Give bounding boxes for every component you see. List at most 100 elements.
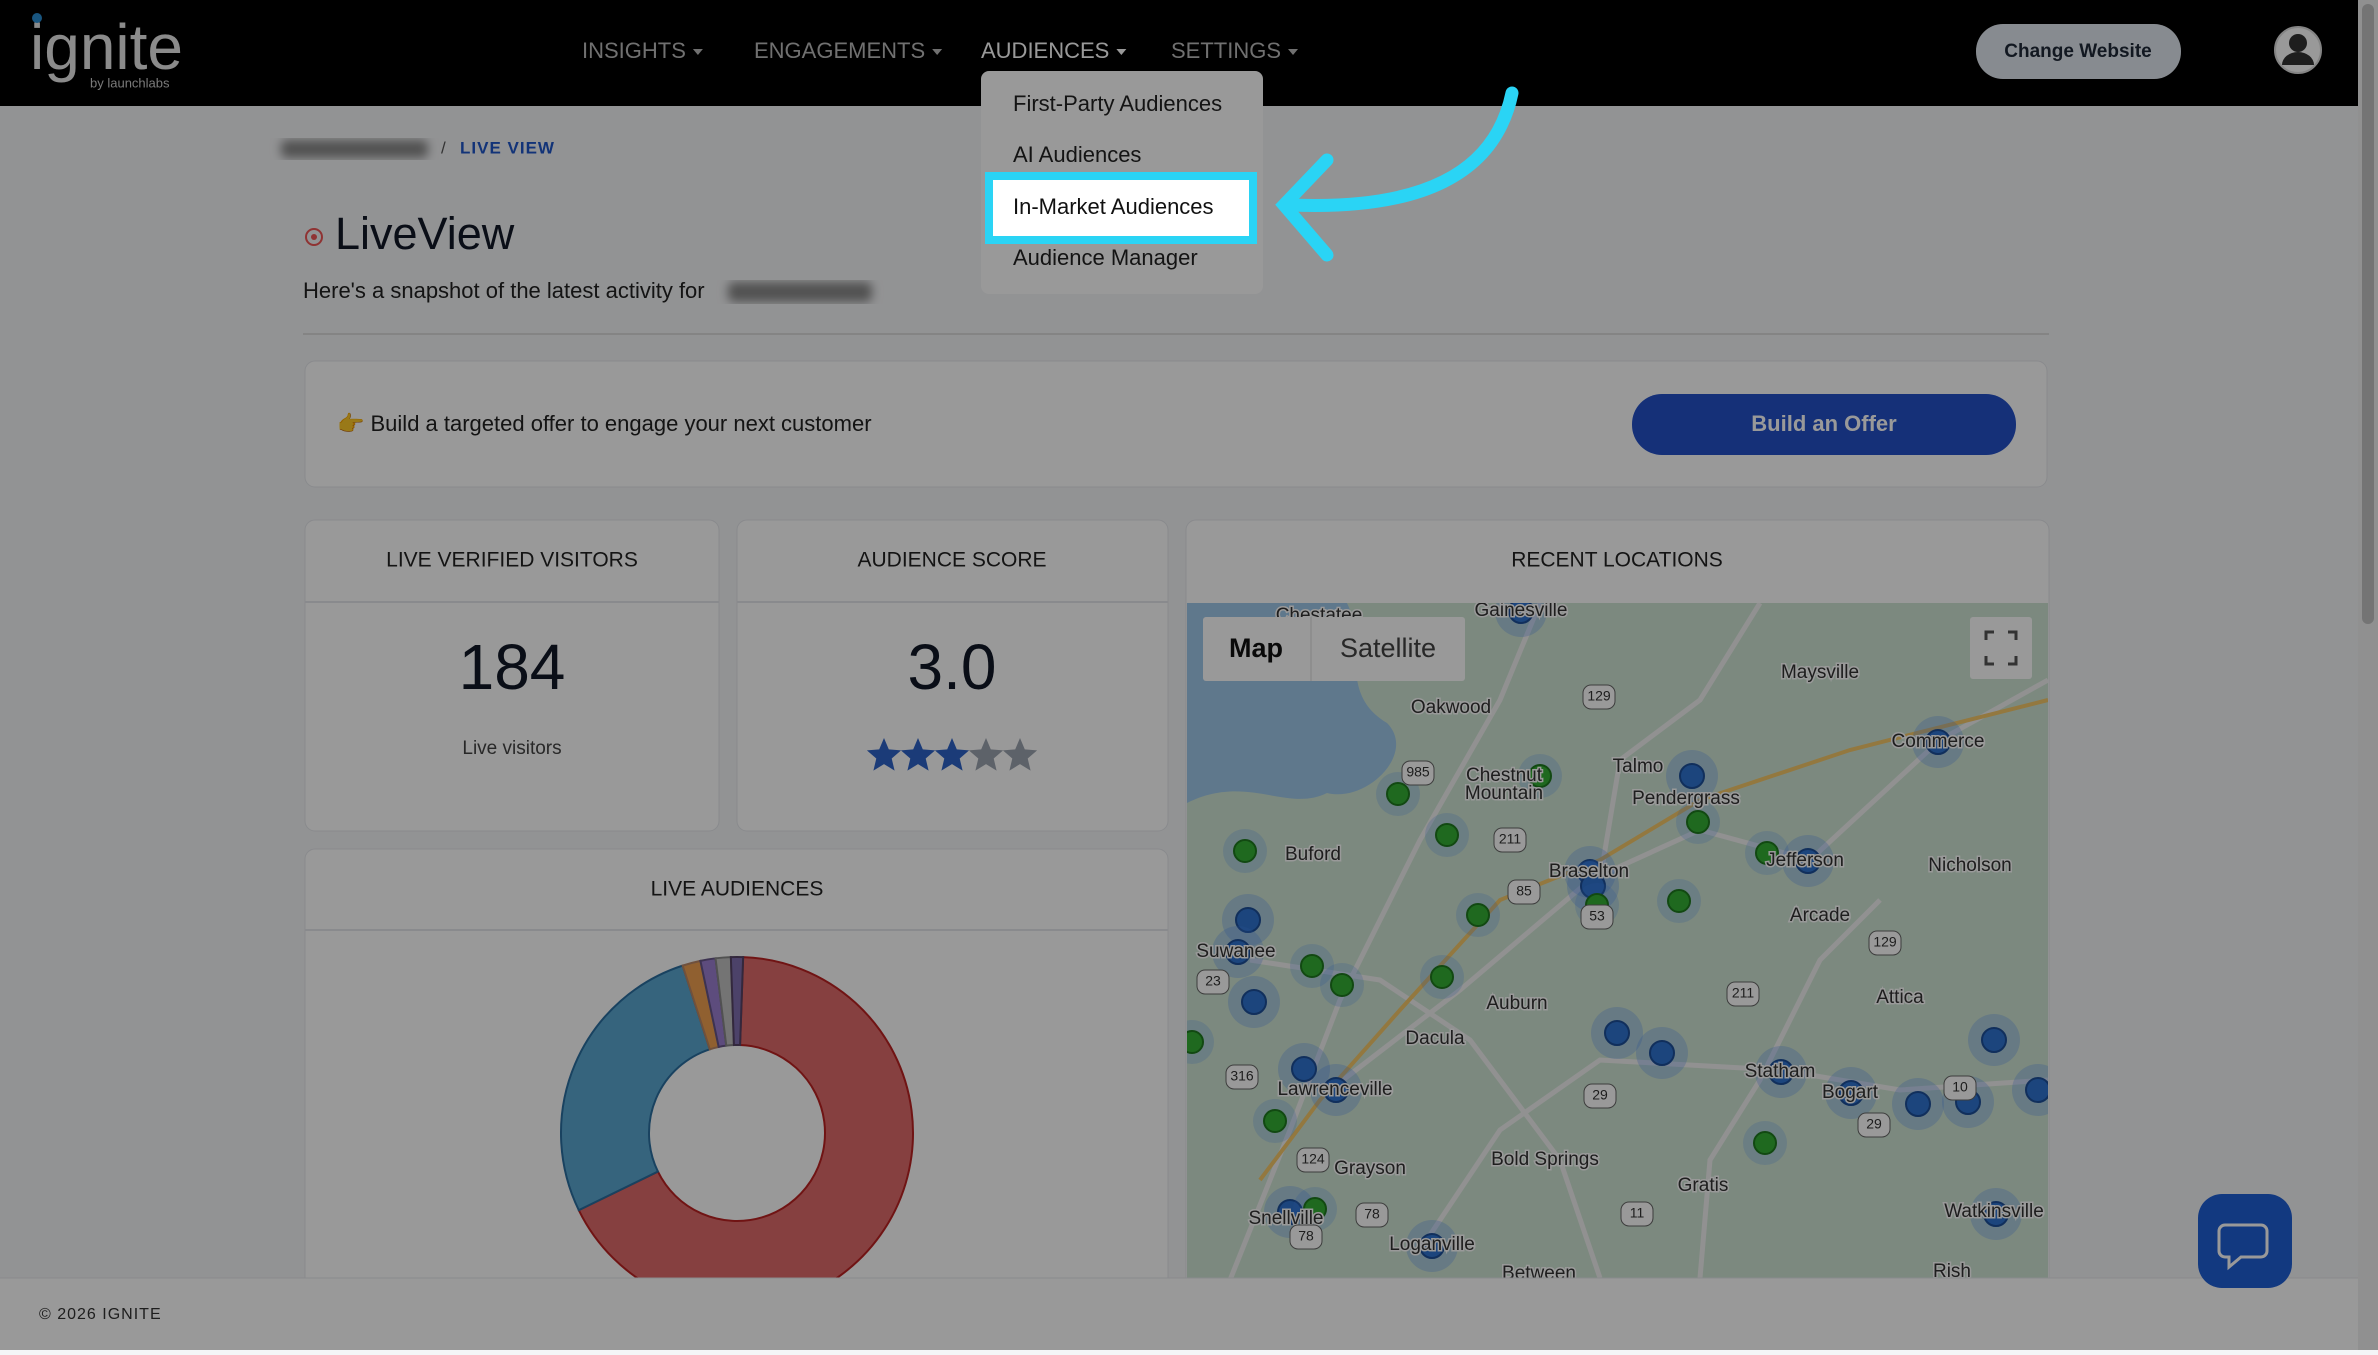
road-shield [1296,1147,1330,1173]
marker[interactable] [1241,989,1267,1015]
road-shield-label: 10 [1952,1079,1968,1095]
marker[interactable] [1300,954,1324,978]
map-label: Grayson [1334,1158,1406,1179]
road-shield-label: 78 [1298,1228,1314,1244]
offer-text: 👉 Build a targeted offer to engage your … [337,411,872,436]
change-website-button[interactable] [1976,24,2181,79]
dropdown-item[interactable]: First-Party Audiences [1013,91,1222,116]
road-shield-label: 129 [1587,688,1611,704]
footer-text: © 2026 IGNITE [39,1306,162,1323]
breadcrumb[interactable]: LIVE VIEW [460,138,555,157]
road-shield-label: 23 [1205,973,1221,989]
road-shield [1507,879,1541,905]
marker[interactable] [1303,1197,1327,1221]
map-label: Suwanee [1196,941,1275,962]
caret [1288,49,1299,55]
map-label: Arcade [1790,905,1850,926]
map-label: Between [1502,1263,1576,1284]
map-label: Talmo [1613,756,1664,777]
star [866,738,902,771]
dropdown-item[interactable]: Audience Manager [1013,245,1198,270]
road-shield-label: 29 [1592,1087,1608,1103]
marker[interactable] [1435,823,1459,847]
marker[interactable] [1330,973,1354,997]
donut-segment [729,955,745,1047]
map-button[interactable]: Map [1229,633,1283,663]
build-offer-button[interactable] [1632,394,2016,455]
marker[interactable] [2025,1077,2050,1103]
marker[interactable] [1430,965,1454,989]
nav-item[interactable]: ENGAGEMENTS [754,38,925,63]
star [968,738,1004,771]
marker[interactable] [1755,841,1779,865]
road-shield [1583,1083,1617,1109]
map-label: Statham [1745,1061,1816,1082]
road-shield [1726,981,1760,1007]
dropdown-item-highlighted[interactable]: In-Market Audiences [1013,194,1214,219]
road-shield-label: 211 [1732,985,1755,1001]
marker[interactable] [1983,1201,2009,1227]
card-title: LIVE AUDIENCES [651,878,824,901]
star [1002,738,1038,771]
road-shield [1289,1224,1323,1250]
build-offer-label[interactable]: Build an Offer [1751,411,1897,436]
map-label: Buford [1285,844,1341,865]
road-shield-label: 29 [1866,1116,1882,1132]
satellite-button[interactable]: Satellite [1340,633,1436,663]
map-label: Nicholson [1928,855,2011,876]
map-label: Oakwood [1411,697,1491,718]
road-shield-label: 124 [1301,1151,1325,1167]
nav-item[interactable]: SETTINGS [1171,38,1281,63]
chat-button[interactable] [2198,1194,2292,1288]
marker[interactable] [1263,1109,1287,1133]
map-label: Rish [1933,1261,1971,1282]
visitors-value: 184 [459,631,566,703]
road-shield [1620,1201,1654,1227]
marker[interactable] [1323,1077,1349,1103]
nav-item[interactable]: AUDIENCES [981,38,1109,63]
marker[interactable] [1981,1027,2007,1053]
marker[interactable] [1686,810,1710,834]
marker[interactable] [1291,1056,1317,1082]
marker[interactable] [1753,1131,1777,1155]
marker[interactable] [1277,1199,1303,1225]
marker[interactable] [1838,1080,1864,1106]
map-label: Bogart [1822,1082,1879,1103]
card-title: RECENT LOCATIONS [1511,549,1723,572]
marker[interactable] [1905,1091,1931,1117]
road-shield-label: 53 [1589,908,1605,924]
marker[interactable] [1235,907,1261,933]
donut-segment [560,964,712,1212]
marker[interactable] [1795,848,1821,874]
marker[interactable] [1604,1020,1630,1046]
marker[interactable] [1386,782,1410,806]
marker[interactable] [1181,1030,1204,1054]
page-title: LiveView [335,208,515,259]
road-shield [1868,930,1902,956]
logo-sub: by launchlabs [90,75,170,90]
road-shield [1225,1064,1259,1090]
marker[interactable] [1667,889,1691,913]
marker[interactable] [1649,1040,1675,1066]
marker[interactable] [1768,1059,1794,1085]
marker[interactable] [1528,764,1552,788]
marker[interactable] [1508,599,1534,624]
dropdown-item[interactable]: AI Audiences [1013,142,1141,167]
offer-card [304,360,2048,488]
marker[interactable] [1419,1233,1445,1259]
star [900,738,936,771]
marker[interactable] [1679,763,1705,789]
visitors-caption: Live visitors [462,738,561,759]
map-label: Watkinsville [1944,1201,2044,1222]
change-website-label[interactable]: Change Website [2004,41,2151,62]
scrollbar[interactable] [2362,4,2374,624]
road-shield [1355,1202,1389,1228]
marker[interactable] [1925,729,1951,755]
map[interactable]: ChestateeGainesvilleMaysvilleOakwoodTalm… [1170,585,2064,1284]
footer [0,1278,2378,1350]
marker[interactable] [1466,903,1490,927]
marker[interactable] [1233,839,1257,863]
road-shield [1582,684,1616,710]
marker[interactable] [1225,939,1251,965]
nav-item[interactable]: INSIGHTS [582,38,686,63]
